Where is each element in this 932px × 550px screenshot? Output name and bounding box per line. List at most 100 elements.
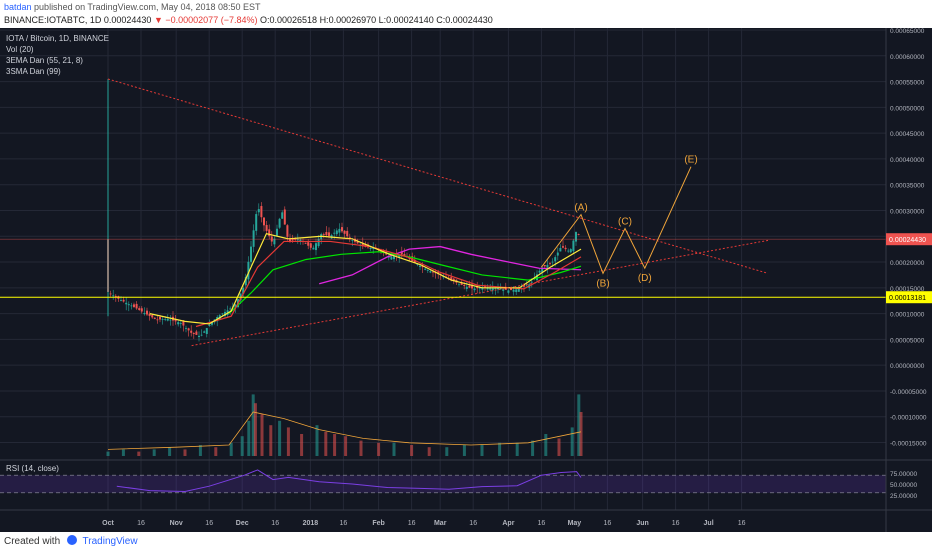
candle-body xyxy=(200,334,203,336)
time-tick-label: 2018 xyxy=(303,520,319,527)
volume-bar xyxy=(333,434,337,456)
volume-bar xyxy=(286,427,290,456)
time-tick-label: Feb xyxy=(372,520,384,527)
candle-body xyxy=(554,257,557,262)
legend-sma[interactable]: 3SMA Dan (99) xyxy=(6,67,61,76)
candle-body xyxy=(148,313,151,316)
candle-body xyxy=(296,239,299,241)
tradingview-link[interactable]: TradingView xyxy=(82,536,138,547)
candle-body xyxy=(543,265,546,267)
candle-body xyxy=(166,318,169,321)
rsi-band-fill xyxy=(0,475,886,493)
candle-body xyxy=(551,261,554,263)
candle-body xyxy=(398,255,401,258)
volume-bar xyxy=(480,445,484,456)
time-tick-label: 16 xyxy=(604,520,612,527)
candle-body xyxy=(497,287,499,290)
candle-body xyxy=(281,212,284,219)
candle-body xyxy=(463,284,466,286)
rsi-line xyxy=(116,469,582,492)
candle-body xyxy=(577,234,580,235)
volume-bar xyxy=(269,425,273,456)
legend-vol[interactable]: Vol (20) xyxy=(6,45,34,54)
volume-ma-line xyxy=(107,411,582,450)
wave-label: (C) xyxy=(618,217,632,228)
candle-body xyxy=(244,277,247,286)
candle-body xyxy=(460,282,463,285)
candle-body xyxy=(491,287,494,291)
author-link[interactable]: batdan xyxy=(4,2,32,12)
open-value: O:0.00026518 xyxy=(259,15,318,25)
candle-body xyxy=(247,261,250,280)
candle-body xyxy=(234,304,237,308)
candle-body xyxy=(143,313,146,315)
volume-bar xyxy=(168,447,172,456)
indicator-lines xyxy=(149,232,582,328)
last-price-tag xyxy=(886,233,932,246)
volume-bar xyxy=(557,438,561,456)
candle-body xyxy=(325,231,328,236)
legend-rsi[interactable]: RSI (14, close) xyxy=(6,464,59,473)
last-price-label: 0.00024430 xyxy=(889,237,926,244)
time-tick-label: 16 xyxy=(271,520,279,527)
candle-body xyxy=(572,240,575,252)
wave-projection-line xyxy=(541,166,692,275)
volume-bar xyxy=(462,445,466,456)
time-axis[interactable]: Oct 16 Nov 16 Dec 16 2018 16 Feb 16 Mar 16 Apr 16 May 1… xyxy=(0,509,932,527)
candle-body xyxy=(452,278,455,282)
time-tick-label: May xyxy=(568,520,582,527)
sma-line xyxy=(319,245,582,285)
volume-bar xyxy=(359,440,363,456)
published-text: published on TradingView.com, May 04, 20… xyxy=(34,2,261,12)
candle-body xyxy=(328,232,330,236)
candle-body xyxy=(416,264,419,265)
candle-body xyxy=(510,287,512,291)
price-tick-label: 0.00010000 xyxy=(890,312,925,319)
candle-body xyxy=(135,303,138,309)
volume-bar xyxy=(344,436,348,456)
volume-bar xyxy=(531,440,535,456)
candle-body xyxy=(114,295,117,298)
candle-body xyxy=(507,290,510,293)
candle-body xyxy=(567,250,570,252)
candle-body xyxy=(252,230,255,247)
candle-body xyxy=(112,295,115,297)
drawings: (A) (B) (C) (D) (E) xyxy=(0,78,886,347)
candle-body xyxy=(465,286,468,289)
candle-body xyxy=(312,247,315,250)
volume-bar xyxy=(570,427,574,456)
close-value: C:0.00024430 xyxy=(436,15,493,25)
price-tick-label: 0.00040000 xyxy=(890,157,925,164)
chart-background xyxy=(0,28,932,532)
candle-body xyxy=(484,286,486,288)
lower-trendline xyxy=(191,239,769,347)
candle-body xyxy=(473,288,476,291)
support-price-tag xyxy=(886,291,932,304)
candle-body xyxy=(229,308,232,310)
legend-ema[interactable]: 3EMA Dan (55, 21, 8) xyxy=(6,56,83,65)
price-change: −0.00002077 (−7.84%) xyxy=(165,15,258,25)
volume-bar xyxy=(377,442,381,456)
candle-body xyxy=(525,285,528,287)
price-axis[interactable]: 0.00065000 0.00060000 0.00055000 0.00050000… xyxy=(885,28,932,532)
candle-body xyxy=(203,331,206,333)
candle-body xyxy=(575,232,577,242)
candle-body xyxy=(255,214,258,231)
time-tick-label: 16 xyxy=(408,520,416,527)
candle-body xyxy=(530,281,533,283)
candle-body xyxy=(309,243,312,248)
candle-body xyxy=(257,209,260,213)
volume-bar xyxy=(183,449,187,456)
candle-body xyxy=(512,289,515,292)
candle-body xyxy=(426,270,429,271)
candle-body xyxy=(190,330,193,333)
candle-body xyxy=(286,225,289,237)
candle-body xyxy=(195,331,198,335)
candle-body xyxy=(146,310,148,315)
time-tick-label: 16 xyxy=(205,520,213,527)
candle-body xyxy=(177,322,180,325)
volume-bar xyxy=(410,445,414,456)
candle-body xyxy=(159,316,161,320)
created-with-text: Created with xyxy=(4,536,61,547)
price-chart[interactable]: (A)(B)(C)(D)(E) 0.000650000.000600000.00… xyxy=(0,28,932,532)
